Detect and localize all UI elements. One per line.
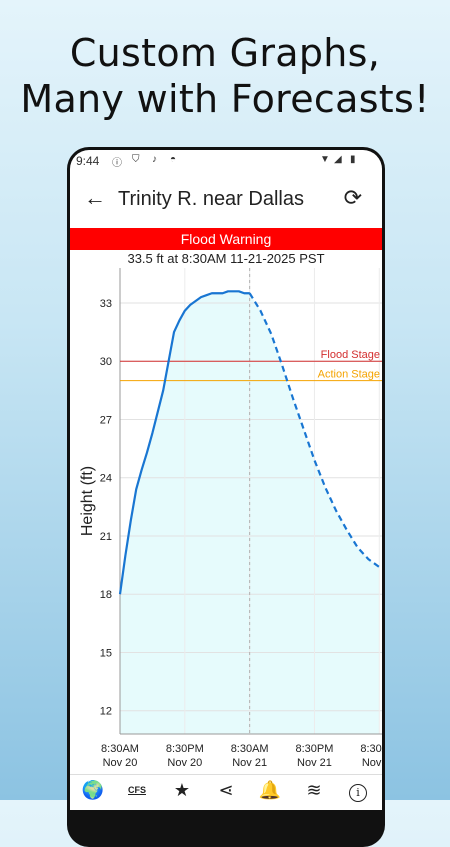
status-bar: 9:44 ⓘ ⛉ ♪ ◓ ▼ ◢ ▮ bbox=[70, 150, 382, 172]
promo-line-2: Many with Forecasts! bbox=[20, 77, 430, 121]
height-chart[interactable]: 12 15 18 21 24 27 30 33 8:30AM Nov 20 8:30PM Nov 20… bbox=[70, 150, 382, 774]
globe-pin-icon[interactable]: 🌍 bbox=[81, 780, 105, 800]
info-nav-icon[interactable]: i bbox=[345, 778, 371, 802]
page-title: Trinity R. near Dallas bbox=[118, 188, 304, 210]
x-tick-day-label: Nov 21 bbox=[297, 757, 332, 769]
refresh-icon[interactable]: ⟳ bbox=[343, 185, 362, 210]
flood-stage-label: Flood Stage bbox=[321, 349, 380, 361]
bell-icon[interactable]: 🔔 bbox=[258, 780, 282, 800]
x-tick-label: 8:30PM bbox=[166, 743, 204, 755]
signal-icon: ◢ bbox=[334, 154, 342, 165]
y-tick-label: 33 bbox=[100, 298, 112, 310]
android-icon: ◓ bbox=[170, 154, 177, 165]
mic-icon: ♪ bbox=[152, 154, 157, 165]
promo-headline: Custom Graphs, Many with Forecasts! bbox=[0, 30, 450, 122]
star-icon[interactable]: ★ bbox=[173, 780, 191, 800]
y-tick-label: 18 bbox=[100, 589, 112, 601]
y-axis-title: Height (ft) bbox=[79, 466, 96, 536]
x-tick-day-label: Nov 20 bbox=[103, 757, 138, 769]
x-tick-label: 8:30PM bbox=[296, 743, 334, 755]
y-tick-label: 27 bbox=[100, 414, 112, 426]
x-tick-label: 8:30AM bbox=[231, 743, 269, 755]
y-tick-label: 15 bbox=[100, 647, 112, 659]
y-tick-label: 30 bbox=[100, 356, 112, 368]
water-icon[interactable]: ≋ bbox=[306, 780, 322, 800]
cfs-icon[interactable]: CFS bbox=[128, 785, 146, 795]
x-tick-label: 8:30AM bbox=[360, 743, 382, 755]
current-reading: 33.5 ft at 8:30AM 11-21-2025 PST bbox=[127, 251, 325, 266]
x-tick-day-label: Nov 20 bbox=[167, 757, 202, 769]
x-tick-day-label: Nov 22 bbox=[362, 757, 382, 769]
phone-screen: 9:44 ⓘ ⛉ ♪ ◓ ▼ ◢ ▮ ← Trinity R. near Dal… bbox=[70, 150, 382, 810]
flood-warning-banner[interactable]: Flood Warning bbox=[70, 228, 382, 250]
wifi-icon: ▼ bbox=[320, 154, 330, 165]
y-tick-label: 21 bbox=[100, 531, 112, 543]
battery-icon: ▮ bbox=[350, 154, 356, 165]
status-time: 9:44 bbox=[76, 154, 100, 168]
app-bar: ← Trinity R. near Dallas ⟳ bbox=[70, 172, 382, 228]
x-tick-label: 8:30AM bbox=[101, 743, 139, 755]
x-tick-day-label: Nov 21 bbox=[232, 757, 267, 769]
promo-line-1: Custom Graphs, bbox=[69, 31, 381, 75]
y-tick-label: 12 bbox=[100, 706, 112, 718]
share-icon[interactable]: ⋖ bbox=[218, 780, 234, 800]
arrow-back-icon[interactable]: ← bbox=[84, 185, 106, 210]
y-tick-label: 24 bbox=[100, 473, 112, 485]
action-stage-label: Action Stage bbox=[318, 369, 380, 381]
bottom-nav: 🌍 CFS ★ ⋖ 🔔 ≋ i bbox=[70, 774, 382, 805]
shield-icon: ⛉ bbox=[132, 154, 140, 165]
observed-series-line bbox=[118, 290, 250, 595]
info-icon: ⓘ bbox=[112, 158, 122, 169]
